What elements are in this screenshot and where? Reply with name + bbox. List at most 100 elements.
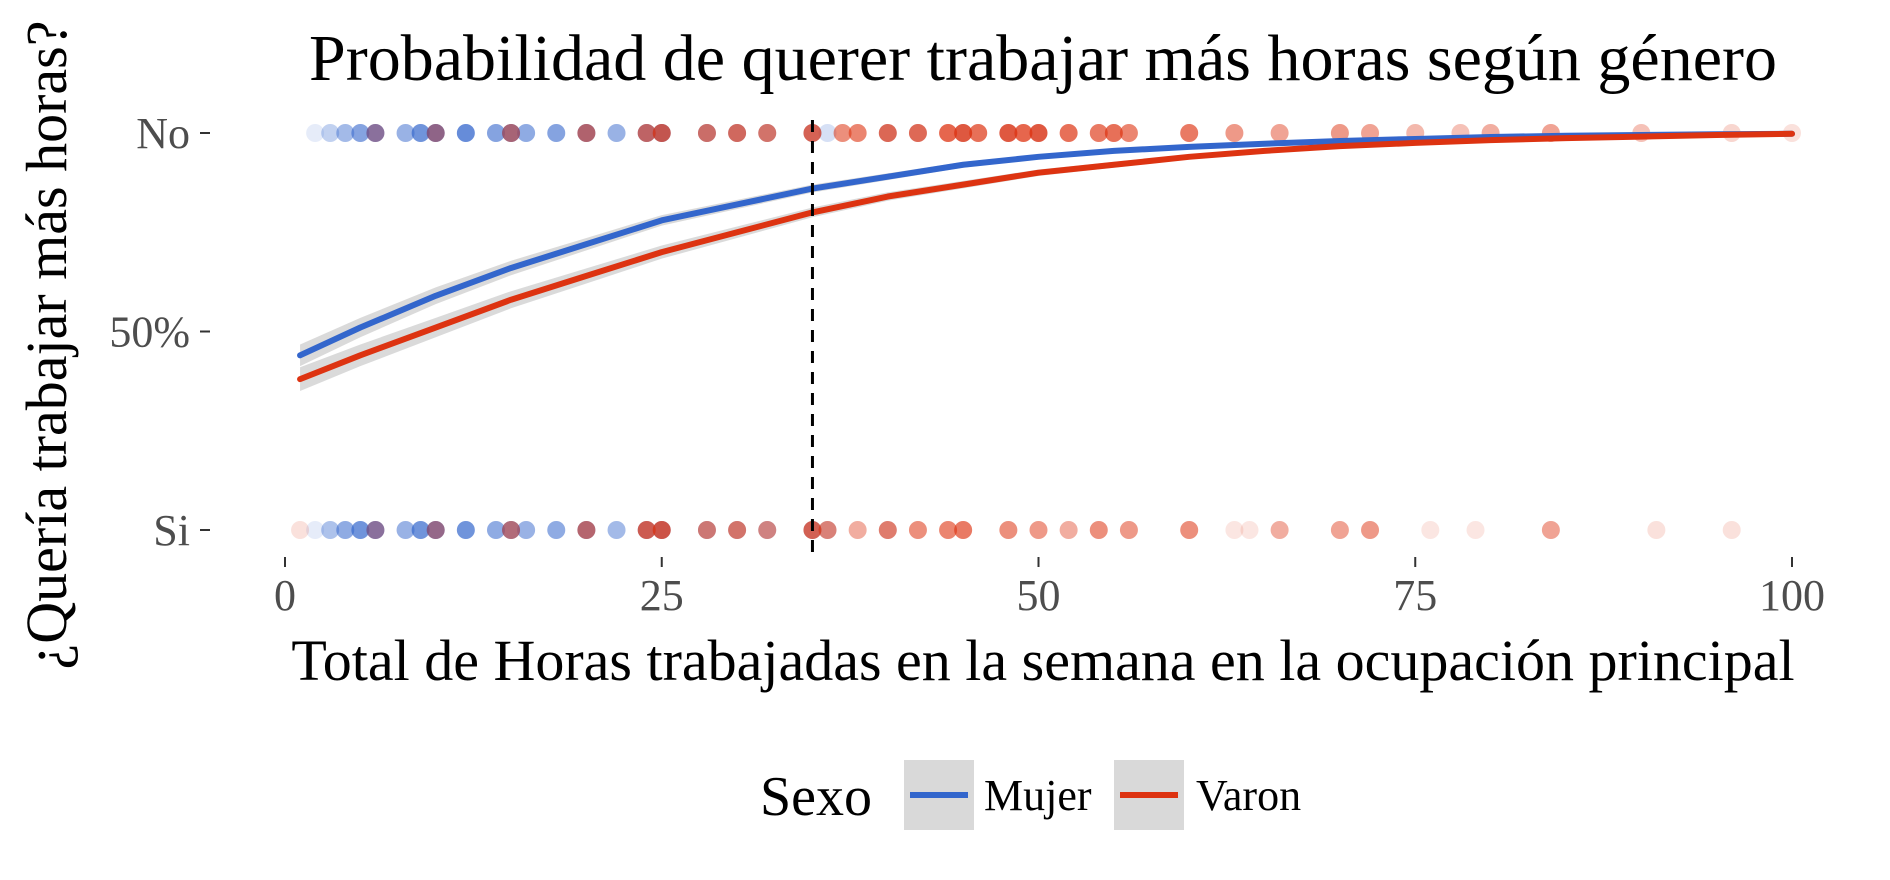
data-point-varon (652, 521, 671, 539)
data-point-mujer (396, 124, 415, 142)
data-point-varon (426, 521, 445, 539)
data-point-varon (999, 124, 1018, 142)
data-point-varon (969, 124, 988, 142)
data-point-mujer (486, 521, 505, 539)
data-point-varon (502, 124, 521, 142)
data-point-varon (954, 124, 973, 142)
data-point-mujer (366, 521, 385, 539)
series-line-varon (297, 130, 1795, 383)
data-point-varon (366, 124, 385, 142)
data-point-varon (848, 521, 867, 539)
x-tick-label: 0 (274, 571, 296, 620)
data-point-varon (502, 521, 521, 539)
data-point-varon (1119, 521, 1138, 539)
data-point-mujer (517, 521, 536, 539)
data-point-varon (652, 124, 671, 142)
data-point-varon (637, 521, 656, 539)
data-point-varon (818, 521, 837, 539)
y-tick-label: 50% (109, 308, 190, 357)
data-point-mujer (336, 124, 355, 142)
data-point-varon (908, 521, 927, 539)
data-point-varon (728, 124, 747, 142)
data-point-varon (803, 124, 822, 142)
data-point-varon (697, 521, 716, 539)
data-point-varon (1330, 521, 1349, 539)
data-point-varon (878, 521, 897, 539)
data-point-mujer (351, 521, 370, 539)
data-point-mujer (306, 521, 325, 539)
data-point-varon (1270, 124, 1289, 142)
data-point-varon (999, 521, 1018, 539)
data-point-varon (1421, 521, 1440, 539)
series-line-mujer (297, 130, 1795, 359)
data-point-mujer (336, 521, 355, 539)
data-point-varon (1361, 521, 1380, 539)
data-point-varon (1647, 521, 1666, 539)
data-point-mujer (366, 124, 385, 142)
data-point-varon (1225, 124, 1244, 142)
data-point-mujer (411, 521, 430, 539)
y-tick-label: No (136, 109, 190, 158)
data-point-varon (1270, 521, 1289, 539)
y-axis-title: ¿Quería trabajar más horas? (14, 21, 79, 670)
data-point-varon (1029, 124, 1048, 142)
data-point-varon (1466, 521, 1485, 539)
data-point-varon (1722, 521, 1741, 539)
x-tick-label: 100 (1759, 571, 1825, 620)
data-point-varon (1089, 124, 1108, 142)
x-axis-title: Total de Horas trabajadas en la semana e… (291, 628, 1794, 693)
data-point-mujer (456, 521, 475, 539)
data-point-varon (954, 521, 973, 539)
data-point-mujer (607, 124, 626, 142)
data-point-mujer (517, 124, 536, 142)
data-point-varon (908, 124, 927, 142)
data-point-mujer (547, 521, 566, 539)
data-point-varon (366, 521, 385, 539)
data-point-varon (1104, 124, 1123, 142)
data-point-mujer (818, 124, 837, 142)
data-point-mujer (456, 124, 475, 142)
confidence-band-mujer (300, 133, 1792, 367)
data-point-varon (1180, 124, 1199, 142)
data-point-varon (1119, 124, 1138, 142)
data-point-mujer (607, 521, 626, 539)
data-point-mujer (321, 521, 340, 539)
data-point-mujer (351, 124, 370, 142)
data-point-varon (577, 521, 596, 539)
data-point-varon (833, 124, 852, 142)
data-point-varon (1029, 521, 1048, 539)
data-point-varon (728, 521, 747, 539)
chart-title: Probabilidad de querer trabajar más hora… (309, 22, 1777, 95)
data-point-varon (939, 521, 958, 539)
data-point-varon (291, 521, 310, 539)
data-point-varon (1240, 521, 1259, 539)
data-point-varon (1059, 521, 1078, 539)
data-point-varon (697, 124, 716, 142)
data-point-varon (1014, 124, 1033, 142)
points-layer (291, 124, 1801, 539)
data-point-mujer (306, 124, 325, 142)
data-point-mujer (321, 124, 340, 142)
data-point-varon (1089, 521, 1108, 539)
data-point-varon (1330, 124, 1349, 142)
data-point-mujer (486, 124, 505, 142)
data-point-varon (758, 124, 777, 142)
legend: Sexo Mujer Varon (760, 760, 1301, 830)
data-point-varon (637, 124, 656, 142)
data-point-varon (426, 124, 445, 142)
data-point-varon (1541, 521, 1560, 539)
data-point-varon (758, 521, 777, 539)
legend-label-mujer: Mujer (984, 771, 1092, 820)
lines-layer (297, 130, 1795, 383)
data-point-varon (577, 124, 596, 142)
data-point-varon (1180, 521, 1199, 539)
data-point-varon (1225, 521, 1244, 539)
data-point-varon (1059, 124, 1078, 142)
data-point-mujer (396, 521, 415, 539)
data-point-mujer (547, 124, 566, 142)
data-point-mujer (426, 124, 445, 142)
data-point-varon (848, 124, 867, 142)
data-point-mujer (426, 521, 445, 539)
